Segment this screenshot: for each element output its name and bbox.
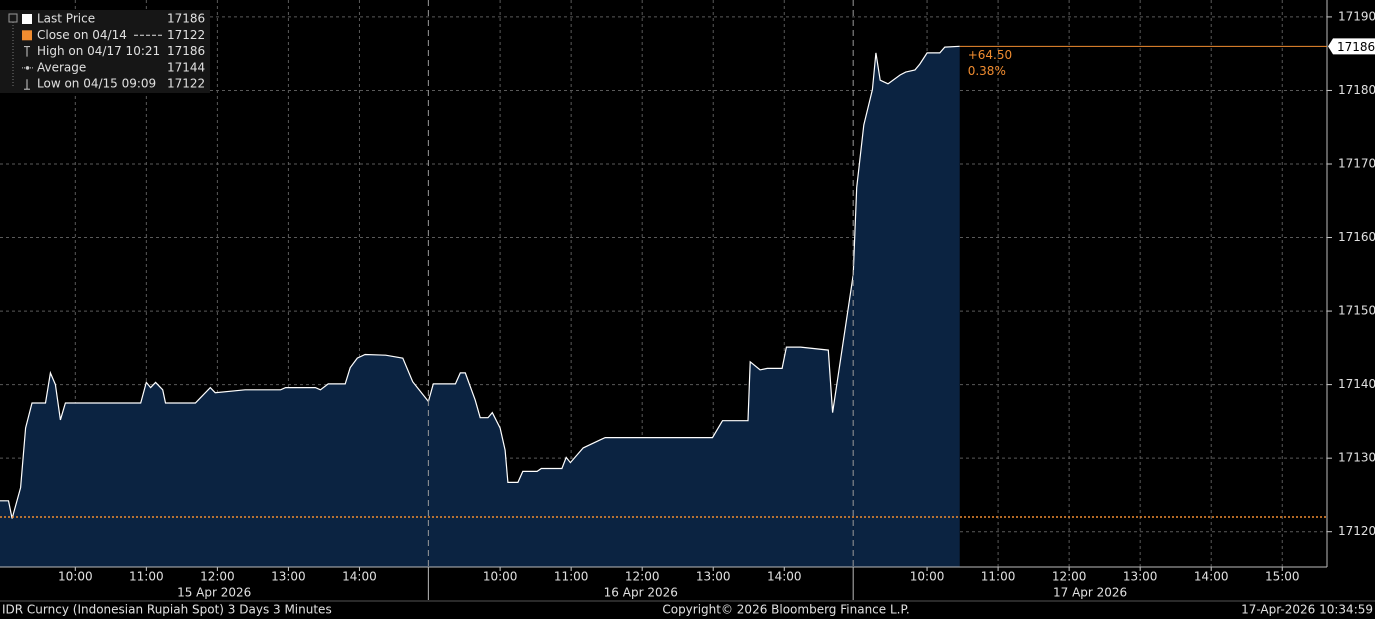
area	[428, 275, 854, 567]
legend-collapse	[8, 13, 18, 23]
x-tick-label: 11:00	[981, 570, 1016, 584]
change-percent: 0.38%	[968, 64, 1006, 78]
y-tick-label: 17170	[1338, 156, 1375, 170]
x-tick-label: 14:00	[342, 570, 377, 584]
x-tick-label: 13:00	[696, 570, 731, 584]
y-tick-label: 17120	[1338, 524, 1375, 538]
x-tick-label: 13:00	[1123, 570, 1158, 584]
y-tick-label: 17140	[1338, 377, 1375, 391]
x-tick-label: 10:00	[483, 570, 518, 584]
y-tick-label: 17190	[1338, 9, 1375, 23]
last-price-box	[1328, 38, 1375, 55]
legend-symbol	[25, 66, 30, 70]
legend-value: 17186	[167, 44, 205, 58]
legend-value: 17122	[167, 77, 205, 91]
legend-value: 17122	[167, 28, 205, 42]
legend-label: Last Price	[37, 12, 95, 26]
last-price-label: 17186	[1337, 40, 1375, 54]
legend-value: 17186	[167, 12, 205, 26]
footer-center: Copyright© 2026 Bloomberg Finance L.P.	[662, 603, 909, 617]
x-tick-label: 11:00	[554, 570, 589, 584]
price-line	[852, 45, 960, 276]
legend-label: Close on 04/14	[37, 28, 127, 42]
legend-box	[0, 10, 210, 93]
y-tick-label: 17180	[1338, 83, 1375, 97]
x-tick-label: 15:00	[1265, 570, 1300, 584]
date-label: 15 Apr 2026	[177, 586, 251, 600]
legend-swatch	[22, 30, 32, 41]
y-tick-label: 17160	[1338, 230, 1375, 244]
y-tick-label: 17150	[1338, 304, 1375, 318]
x-tick-label: 12:00	[200, 570, 235, 584]
area	[0, 354, 429, 567]
footer-right: 17-Apr-2026 10:34:59	[1241, 603, 1373, 617]
x-tick-label: 13:00	[271, 570, 306, 584]
x-tick-label: 10:00	[910, 570, 945, 584]
footer-left: IDR Curncy (Indonesian Rupiah Spot) 3 Da…	[2, 603, 332, 617]
date-label: 16 Apr 2026	[604, 586, 678, 600]
legend: Last Price 17186 Close on 04/14 17122 High o…	[0, 10, 210, 93]
x-tick-label: 11:00	[129, 570, 164, 584]
price-line	[427, 274, 854, 483]
change-amount: +64.50	[968, 48, 1012, 62]
legend-label: Average	[37, 60, 86, 74]
price-line	[0, 353, 429, 519]
area	[853, 46, 960, 568]
legend-value: 17144	[167, 60, 205, 74]
x-tick-label: 12:00	[1052, 570, 1087, 584]
x-tick-label: 14:00	[767, 570, 802, 584]
legend-label: Low on 04/15 09:09	[37, 77, 156, 91]
date-label: 17 Apr 2026	[1053, 586, 1127, 600]
x-tick-label: 10:00	[58, 570, 93, 584]
x-tick-label: 14:00	[1194, 570, 1229, 584]
y-tick-label: 17130	[1338, 451, 1375, 465]
x-tick-label: 12:00	[625, 570, 660, 584]
legend-swatch	[22, 14, 32, 24]
legend-label: High on 04/17 10:21	[37, 44, 160, 58]
